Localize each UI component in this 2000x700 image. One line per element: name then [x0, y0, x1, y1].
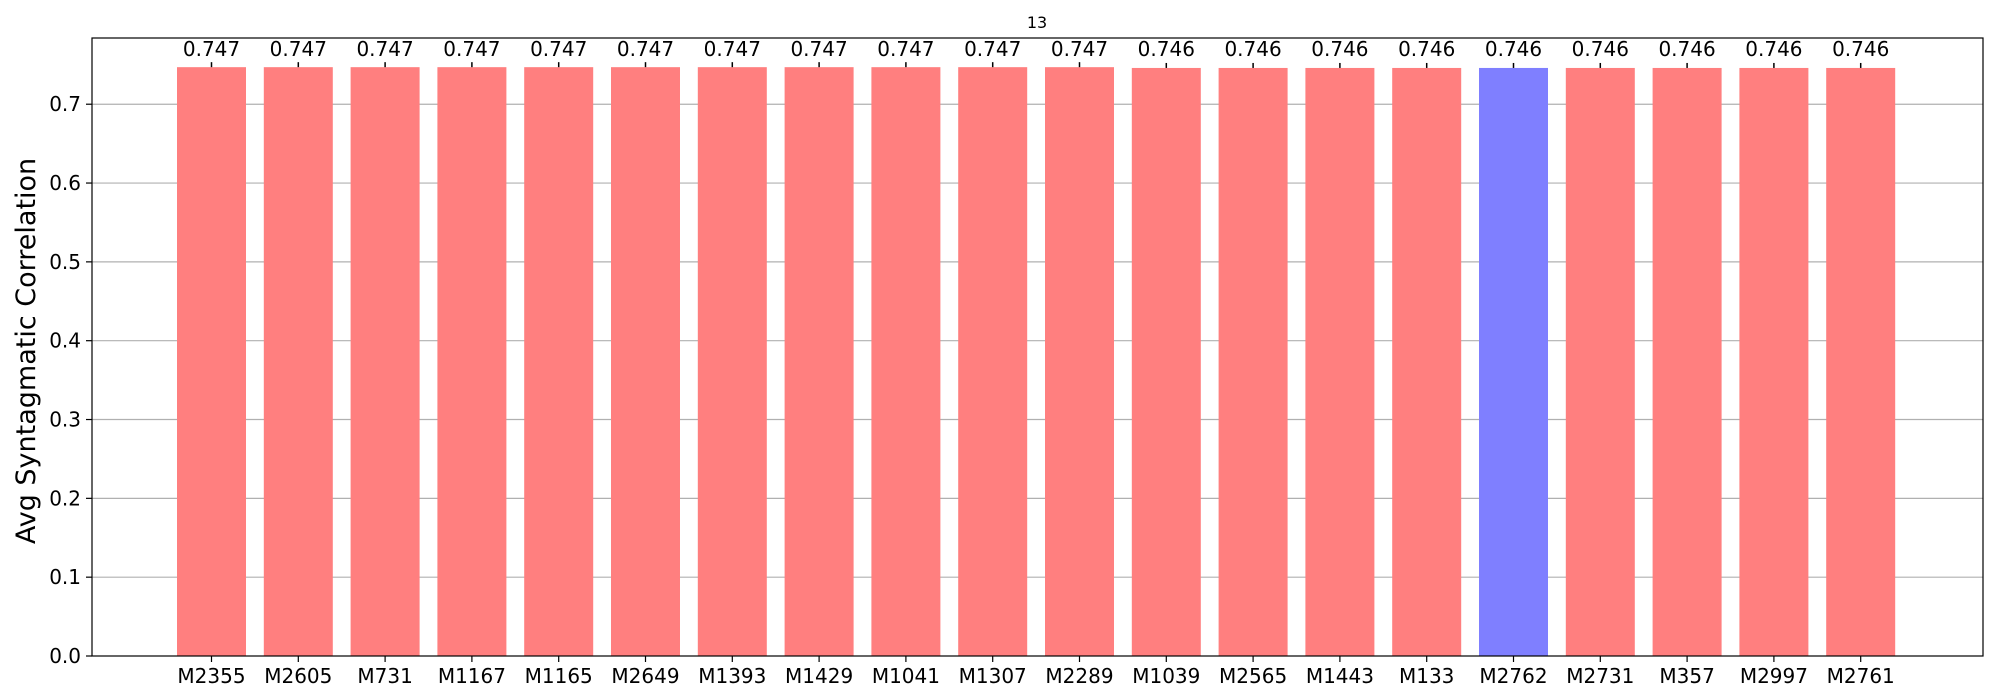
bar-m2997: [1739, 67, 1809, 656]
x-tick-label: M2997: [1740, 664, 1808, 688]
value-label: 0.747: [964, 37, 1021, 61]
value-label: 0.746: [1745, 37, 1802, 61]
x-tick-label: M2762: [1479, 664, 1547, 688]
bar-m1307: [958, 67, 1028, 656]
bar-m1443: [1305, 67, 1375, 656]
value-label: 0.747: [877, 37, 934, 61]
x-tick-label: M1443: [1306, 664, 1374, 688]
x-axis-ticks: M2355 M2605 M731 M1167 M1165 M2649 M1393 M1429 M…: [177, 656, 1895, 688]
bar-m1429: [784, 67, 854, 656]
bar-m1393: [697, 67, 767, 656]
bar-m357: [1652, 67, 1722, 656]
value-label: 0.746: [1485, 37, 1542, 61]
bar-m1165: [524, 67, 594, 656]
bar-m1167: [437, 67, 507, 656]
value-label: 0.747: [356, 37, 413, 61]
x-tick-label: M2355: [177, 664, 245, 688]
x-tick-label: M2761: [1827, 664, 1895, 688]
bar-m2289: [1045, 67, 1114, 656]
value-label: 0.747: [270, 37, 327, 61]
value-labels: 0.747 0.747 0.747 0.747 0.747 0.747 0.747 0.747…: [183, 37, 1889, 61]
value-label: 0.747: [617, 37, 674, 61]
value-label: 0.747: [183, 37, 240, 61]
plot-frame: [91, 37, 1984, 657]
bar-m2649: [611, 67, 680, 656]
x-tick-label: M2565: [1219, 664, 1287, 688]
value-label: 0.747: [704, 37, 761, 61]
value-label: 0.746: [1832, 37, 1889, 61]
x-tick-label: M731: [357, 664, 412, 688]
y-tick-label: 0.5: [49, 250, 81, 274]
y-tick-label: 0.1: [49, 565, 81, 589]
bar-m2762: [1479, 67, 1548, 656]
y-tick-label: 0.4: [49, 329, 81, 353]
value-label: 0.746: [1658, 37, 1715, 61]
x-tick-label: M133: [1399, 664, 1454, 688]
bar-m2565: [1218, 67, 1288, 656]
y-tick-label: 0.2: [49, 486, 81, 510]
x-tick-label: M1429: [785, 664, 853, 688]
x-tick-label: M2289: [1045, 664, 1113, 688]
y-tick-label: 0.6: [49, 171, 81, 195]
bar-m2605: [263, 67, 333, 656]
value-label: 0.746: [1138, 37, 1195, 61]
bar-m133: [1392, 67, 1462, 656]
value-label: 0.746: [1572, 37, 1629, 61]
x-tick-label: M2731: [1566, 664, 1634, 688]
value-label: 0.746: [1224, 37, 1281, 61]
x-tick-label: M1041: [872, 664, 940, 688]
y-axis-title: Avg Syntagmatic Correlation: [11, 158, 42, 544]
value-label: 0.747: [530, 37, 587, 61]
value-label: 0.747: [790, 37, 847, 61]
bar-m1039: [1131, 67, 1201, 656]
x-tick-label: M2649: [611, 664, 679, 688]
x-tick-label: M357: [1659, 664, 1714, 688]
x-tick-label: M1393: [698, 664, 766, 688]
y-tick-label: 0.0: [49, 644, 81, 668]
y-tick-label: 0.7: [49, 92, 81, 116]
bar-m2355: [177, 67, 246, 656]
bars: [177, 62, 1896, 656]
chart-title: 13: [1027, 13, 1047, 32]
value-label: 0.747: [1051, 37, 1108, 61]
value-label: 0.746: [1398, 37, 1455, 61]
y-axis-ticks: 0.0 0.1 0.2 0.3 0.4 0.5 0.6 0.7: [49, 92, 92, 668]
x-tick-label: M1307: [959, 664, 1027, 688]
x-tick-label: M2605: [264, 664, 332, 688]
x-tick-label: M1167: [438, 664, 506, 688]
y-tick-label: 0.3: [49, 408, 81, 432]
x-tick-label: M1165: [525, 664, 593, 688]
bar-m1041: [871, 67, 941, 656]
bar-m731: [350, 67, 420, 656]
bar-m2731: [1565, 67, 1635, 656]
x-tick-label: M1039: [1132, 664, 1200, 688]
bar-m2761: [1826, 67, 1896, 656]
value-label: 0.747: [443, 37, 500, 61]
value-label: 0.746: [1311, 37, 1368, 61]
